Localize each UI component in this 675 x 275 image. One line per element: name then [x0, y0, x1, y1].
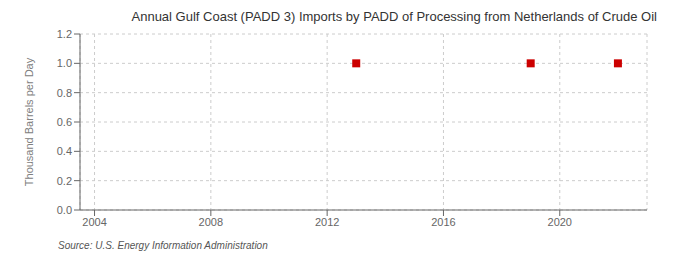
html-text:Annual Gulf Coast (PADD 3) Imp: Annual Gulf Coast (PADD 3) Imports by PA…: [131, 9, 657, 24]
svg-text:1.2: 1.2: [57, 28, 72, 40]
svg-text:2016: 2016: [431, 216, 455, 228]
svg-text:2008: 2008: [199, 216, 223, 228]
svg-text:0.2: 0.2: [57, 175, 72, 187]
svg-text:2012: 2012: [315, 216, 339, 228]
svg-text:0.0: 0.0: [57, 204, 72, 216]
svg-text:Thousand Barrels per Day: Thousand Barrels per Day: [23, 57, 35, 186]
svg-text:0.8: 0.8: [57, 87, 72, 99]
svg-text:1.0: 1.0: [57, 57, 72, 69]
svg-text:0.6: 0.6: [57, 116, 72, 128]
svg-text:2020: 2020: [548, 216, 572, 228]
svg-text:2004: 2004: [82, 216, 106, 228]
svg-text:0.4: 0.4: [57, 145, 72, 157]
html-text:Source: U.S. Energy Informatio: Source: U.S. Energy Information Administ…: [58, 240, 268, 251]
